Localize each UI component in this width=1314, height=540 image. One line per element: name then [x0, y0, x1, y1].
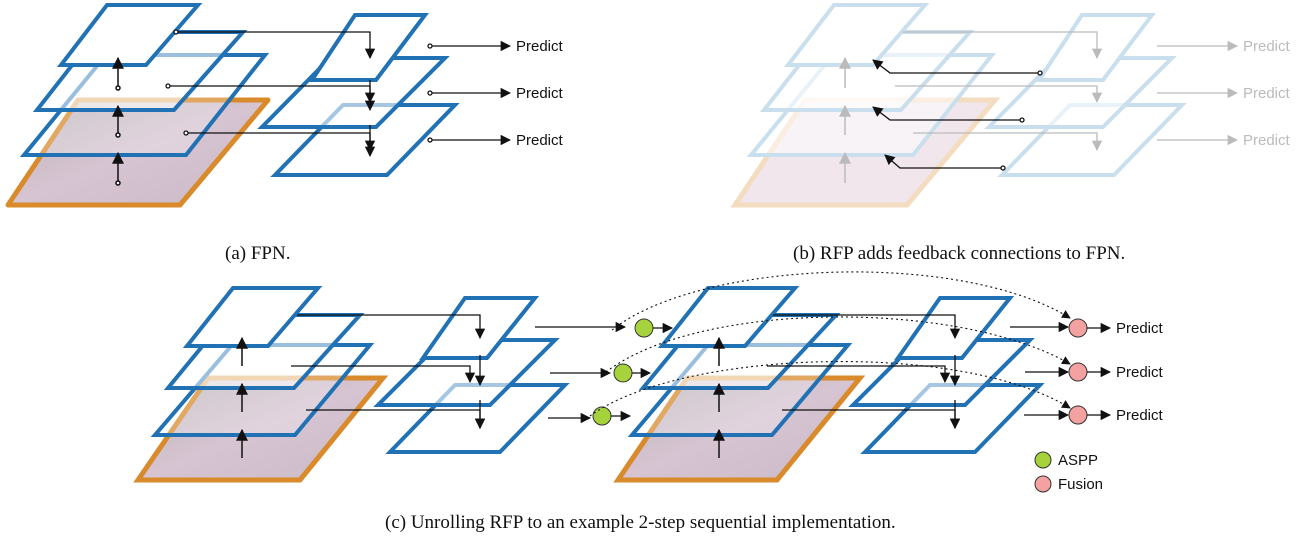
- aspp-legend-label: ASPP: [1058, 452, 1098, 469]
- fusion-node: [1068, 405, 1088, 425]
- predict-label: Predict: [516, 38, 564, 55]
- caption-b: (b) RFP adds feedback connections to FPN…: [793, 243, 1126, 264]
- caption-c: (c) Unrolling RFP to an example 2-step s…: [385, 512, 896, 533]
- predict-label: Predict: [1116, 364, 1164, 381]
- backbone-layer-1: [56, 2, 203, 67]
- unrolled-rfp-panel: Predict Predict Predict ASPP Fusion: [133, 271, 1164, 493]
- fusion-node: [1068, 362, 1088, 382]
- fpn-layer-3: [385, 383, 570, 454]
- predict-arrows: [427, 40, 512, 146]
- bottom-up-arrows: [112, 56, 124, 186]
- fpn-layer-2: [848, 338, 1035, 407]
- predict-label: Predict: [1243, 132, 1291, 149]
- predict-label: Predict: [516, 132, 564, 149]
- aspp-node: [613, 363, 633, 383]
- fpn-layer-2: [373, 338, 560, 407]
- feedback-connections: [872, 59, 1043, 171]
- fpn-layer-1: [1035, 13, 1157, 82]
- fusion-legend-label: Fusion: [1058, 476, 1103, 493]
- skip-connections: [589, 271, 1071, 417]
- aspp-legend-marker: [1034, 451, 1052, 469]
- backbone-layer-1: [657, 286, 800, 348]
- aspp-node: [592, 406, 612, 426]
- fusion-node: [1068, 318, 1088, 338]
- lateral-connections: [165, 29, 376, 158]
- fpn-layer-1: [419, 296, 540, 360]
- fpn-layer-1: [308, 13, 430, 82]
- caption-a: (a) FPN.: [225, 243, 291, 264]
- fusion-legend-marker: [1034, 475, 1052, 493]
- fpn-layer-1: [894, 296, 1015, 360]
- predict-label: Predict: [1243, 38, 1291, 55]
- fpn-layer-2: [257, 56, 450, 129]
- predict-label: Predict: [516, 85, 564, 102]
- fpn-layer-2: [984, 56, 1177, 129]
- predict-label: Predict: [1116, 407, 1164, 424]
- predict-label: Predict: [1243, 85, 1291, 102]
- aspp-node: [634, 318, 654, 338]
- input-image: [5, 97, 271, 208]
- legend: ASPP Fusion: [1034, 451, 1103, 493]
- backbone-layer-1: [182, 286, 323, 348]
- fpn-layer-3: [860, 383, 1045, 454]
- fpn-layer-3: [270, 103, 460, 177]
- fpn-panel: Predict Predict Predict: [5, 2, 564, 208]
- fpn-layer-3: [997, 103, 1187, 177]
- predict-label: Predict: [1116, 320, 1164, 337]
- rfp-panel: Predict Predict Predict: [730, 2, 1291, 208]
